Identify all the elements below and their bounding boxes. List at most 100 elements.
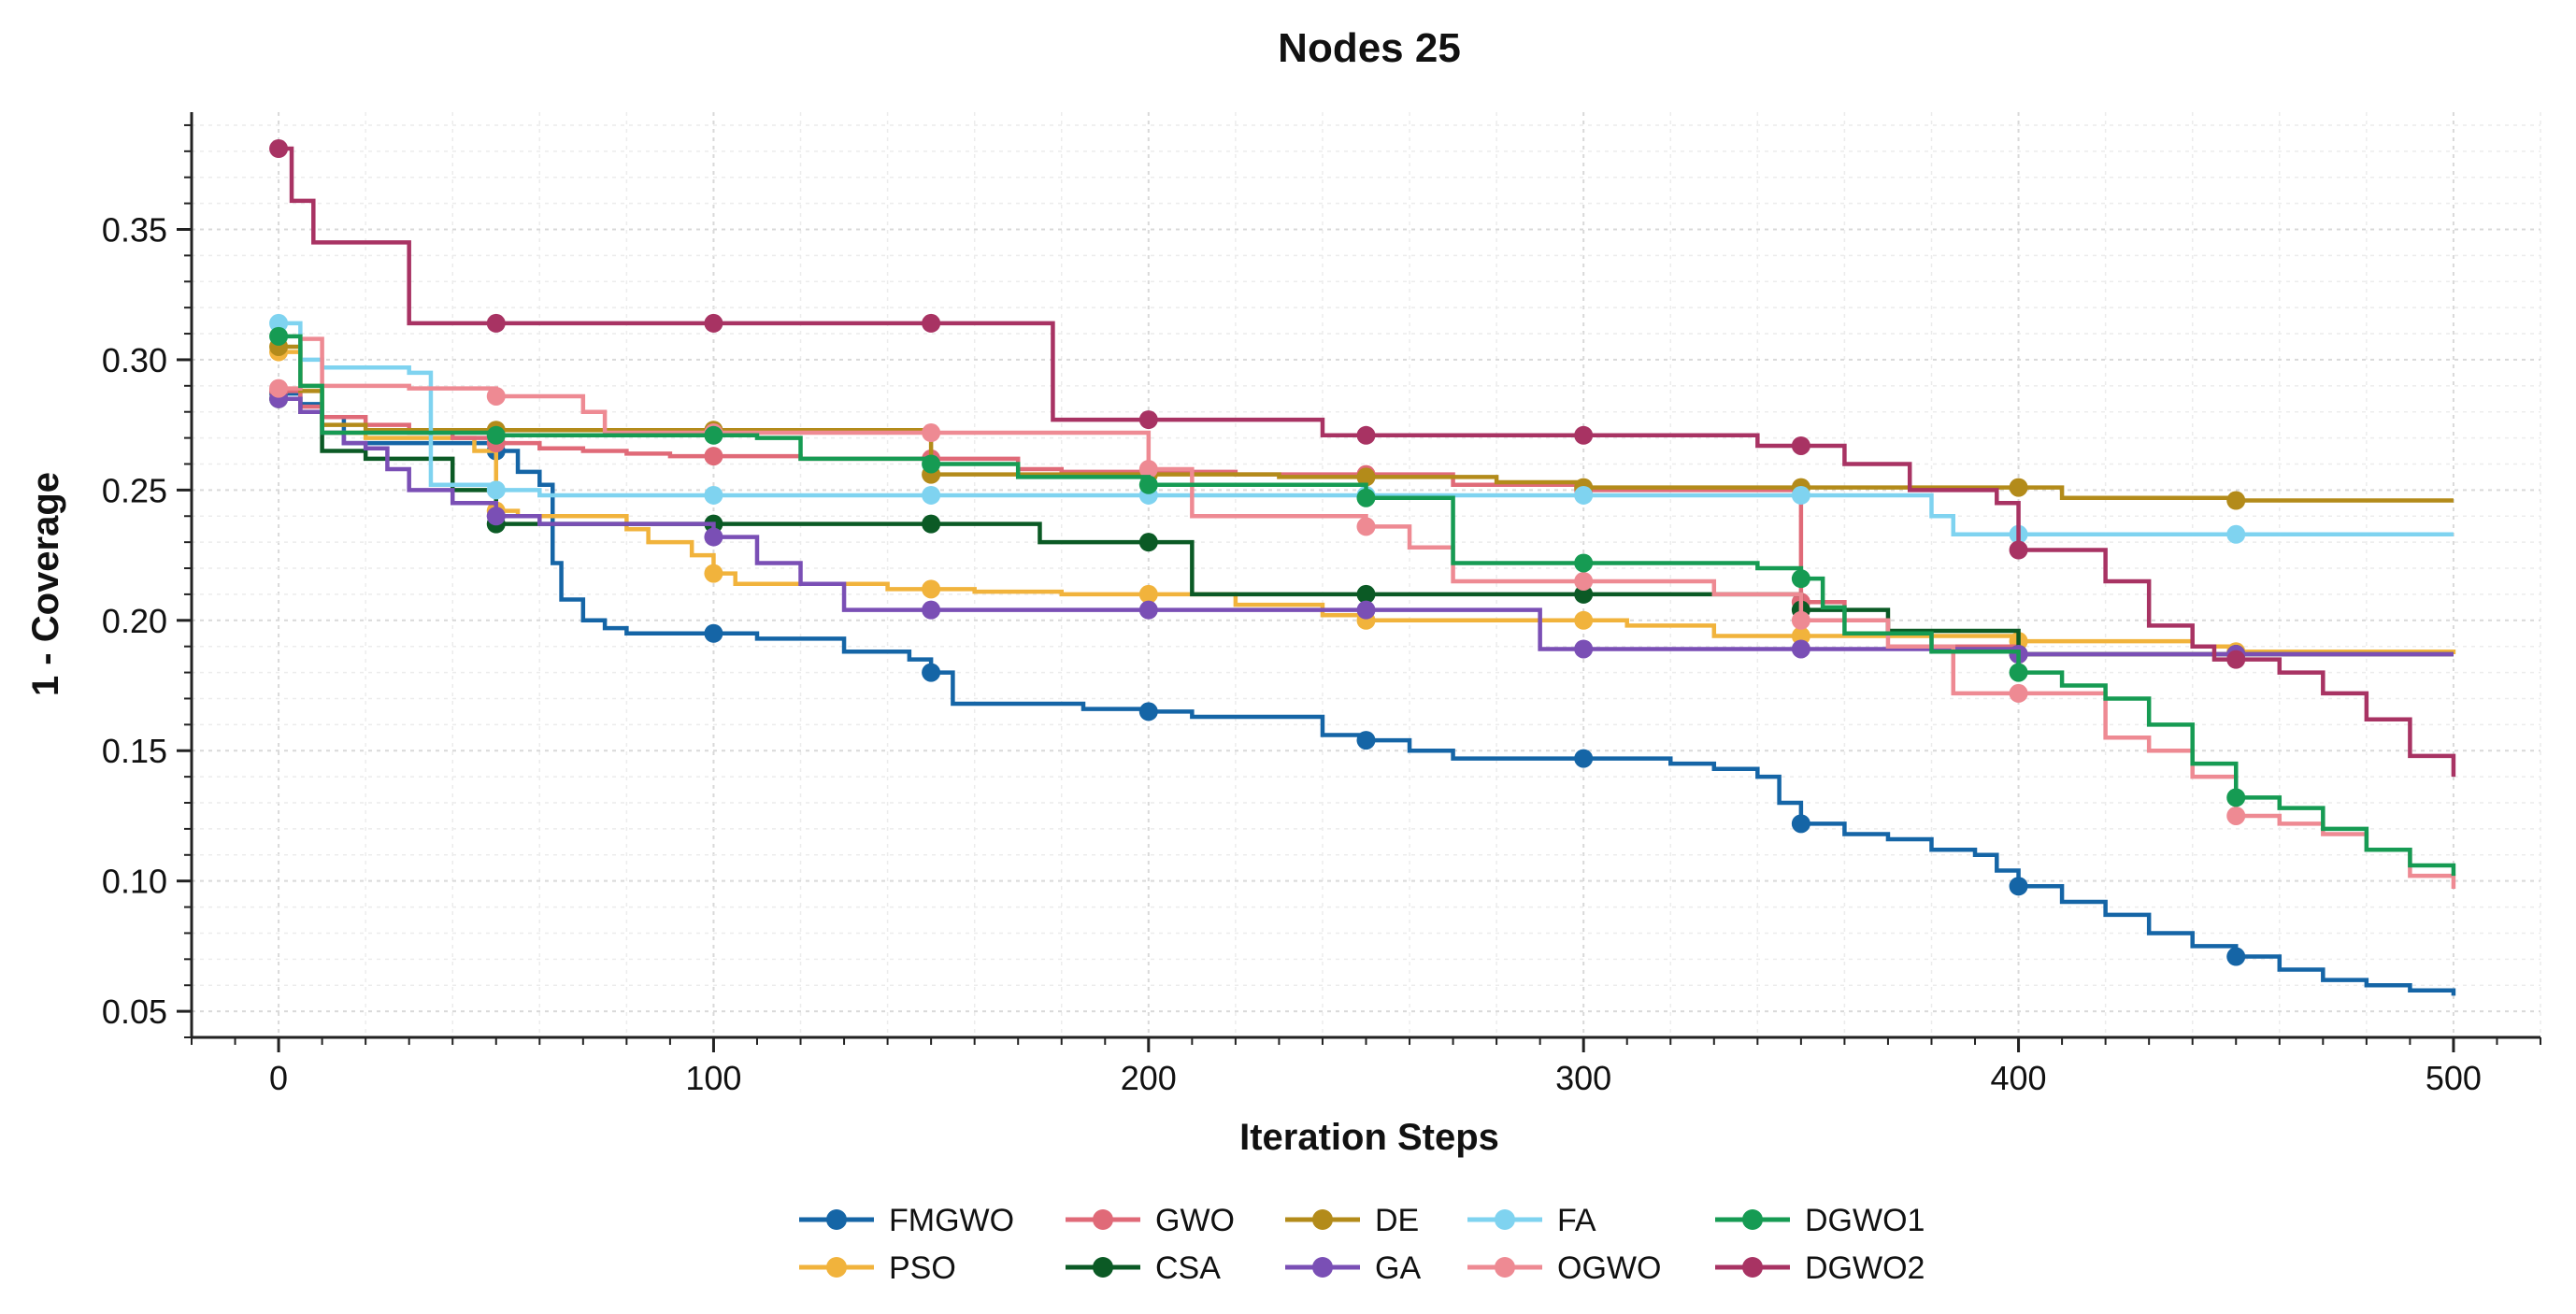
data-point-ogwo	[2226, 806, 2246, 825]
data-point-fmgwo	[704, 623, 723, 643]
series-line-dgwo2	[279, 146, 2456, 778]
legend-item-csa: CSA	[1066, 1250, 1221, 1286]
data-point-ga	[922, 600, 941, 620]
data-point-dgwo1	[1138, 475, 1158, 494]
legend-item-fmgwo: FMGWO	[799, 1203, 1014, 1238]
legend: FMGWO PSO GWO CSA DE GA FA OGWO DGWO1 DGWO2	[799, 1203, 1925, 1286]
data-point-csa	[1574, 584, 1594, 604]
y-tick-label: 0.25	[102, 471, 167, 509]
x-tick-label: 0	[269, 1059, 288, 1097]
data-point-ga	[1356, 600, 1376, 620]
legend-item-gwo: GWO	[1066, 1203, 1235, 1238]
x-tick-label: 500	[2426, 1059, 2482, 1097]
tick-labels: 0 100 200 300 400 500 0.05 0.10 0.15 0.20 0.25 0.30…	[102, 210, 2482, 1097]
legend-swatch-marker	[1742, 1209, 1763, 1230]
x-tick-label: 200	[1121, 1059, 1177, 1097]
legend-swatch-marker	[1495, 1209, 1515, 1230]
series-dgwo2	[269, 139, 2456, 778]
legend-swatch-marker	[1495, 1257, 1515, 1278]
data-point-ogwo	[2009, 683, 2028, 703]
data-point-fmgwo	[2009, 877, 2028, 896]
series-dgwo1	[269, 326, 2456, 877]
data-point-ga	[1138, 600, 1158, 620]
legend-swatch-marker	[1093, 1209, 1113, 1230]
legend-label: CSA	[1155, 1250, 1221, 1286]
legend-swatch-marker	[826, 1209, 847, 1230]
legend-item-dgwo1: DGWO1	[1715, 1203, 1925, 1238]
data-point-pso	[704, 564, 723, 583]
series-fmgwo	[269, 384, 2456, 996]
legend-label: DGWO2	[1805, 1250, 1925, 1286]
data-point-ogwo	[1574, 571, 1594, 591]
data-point-pso	[1138, 584, 1158, 604]
data-point-fa	[704, 485, 723, 505]
data-point-fmgwo	[1138, 702, 1158, 721]
data-point-dgwo2	[486, 313, 506, 333]
legend-label: FMGWO	[889, 1203, 1014, 1238]
legend-swatch-marker	[826, 1257, 847, 1278]
legend-label: GWO	[1155, 1203, 1235, 1238]
data-point-ga	[1791, 639, 1810, 659]
data-point-dgwo1	[922, 454, 941, 474]
data-point-fmgwo	[1791, 814, 1810, 834]
y-axis-label: 1 - Coverage	[25, 472, 66, 696]
data-point-dgwo2	[269, 139, 289, 159]
data-point-dgwo2	[2226, 650, 2246, 669]
series-group	[269, 139, 2456, 996]
data-point-dgwo1	[1791, 569, 1810, 589]
data-point-ogwo	[922, 423, 941, 443]
y-tick-label: 0.30	[102, 341, 167, 379]
data-point-pso	[922, 579, 941, 599]
legend-label: PSO	[889, 1250, 956, 1286]
data-point-dgwo1	[704, 425, 723, 445]
data-point-dgwo2	[922, 313, 941, 333]
data-point-ogwo	[1791, 610, 1810, 630]
y-tick-label: 0.35	[102, 210, 167, 249]
data-point-ogwo	[269, 378, 289, 398]
data-point-ogwo	[1356, 517, 1376, 536]
data-point-csa	[1138, 533, 1158, 552]
data-point-ogwo	[486, 386, 506, 406]
legend-swatch-marker	[1742, 1257, 1763, 1278]
data-point-ga	[486, 507, 506, 526]
legend-swatch-marker	[1093, 1257, 1113, 1278]
data-point-pso	[1574, 610, 1594, 630]
legend-swatch-marker	[1312, 1257, 1333, 1278]
x-tick-label: 100	[685, 1059, 741, 1097]
legend-label: FA	[1557, 1203, 1596, 1238]
legend-label: DGWO1	[1805, 1203, 1925, 1238]
data-point-csa	[922, 514, 941, 534]
data-point-fmgwo	[2226, 947, 2246, 966]
data-point-fmgwo	[1574, 749, 1594, 768]
grid	[191, 112, 2541, 1037]
y-tick-label: 0.10	[102, 863, 167, 901]
legend-item-fa: FA	[1467, 1203, 1596, 1238]
data-point-dgwo2	[2009, 540, 2028, 560]
series-line-fa	[279, 321, 2454, 537]
series-fa	[269, 313, 2454, 544]
y-tick-label: 0.05	[102, 993, 167, 1031]
data-point-fa	[2226, 524, 2246, 544]
x-axis-label: Iteration Steps	[1239, 1117, 1499, 1158]
data-point-fmgwo	[922, 663, 941, 682]
x-tick-label: 400	[1991, 1059, 2047, 1097]
data-point-ogwo	[1138, 460, 1158, 479]
data-point-pso	[1791, 626, 1810, 646]
data-point-dgwo1	[1574, 553, 1594, 573]
data-point-ga	[1574, 639, 1594, 659]
legend-item-pso: PSO	[799, 1250, 956, 1286]
data-point-dgwo2	[1356, 425, 1376, 445]
legend-item-ogwo: OGWO	[1467, 1250, 1661, 1286]
data-point-dgwo1	[269, 326, 289, 346]
x-tick-label: 300	[1555, 1059, 1611, 1097]
data-point-de	[1356, 467, 1376, 487]
legend-item-de: DE	[1285, 1203, 1419, 1238]
data-point-dgwo1	[2226, 788, 2246, 807]
y-tick-label: 0.15	[102, 732, 167, 770]
data-point-fa	[1791, 485, 1810, 505]
series-line-ogwo	[279, 336, 2456, 890]
chart-title: Nodes 25	[1278, 25, 1461, 71]
data-point-fa	[922, 485, 941, 505]
axes	[177, 112, 2541, 1052]
